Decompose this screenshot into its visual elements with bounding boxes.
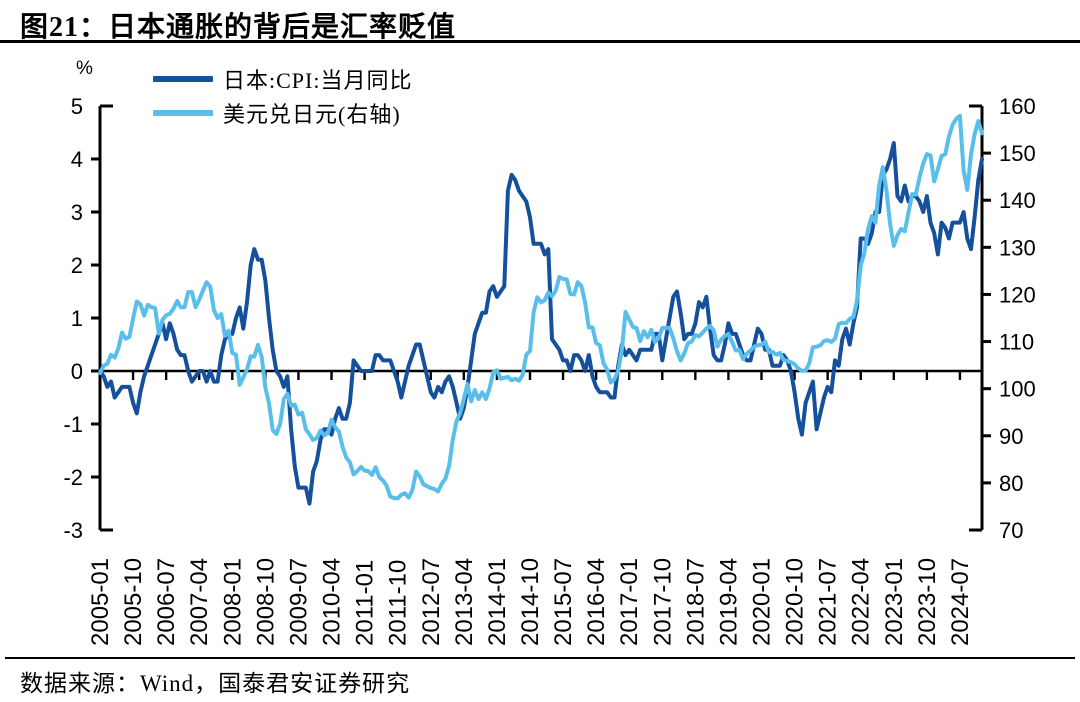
x-axis-label: 2012-07 [418,558,445,646]
left-axis-tick-label: -3 [63,518,83,543]
legend-swatch-usdjpy [153,110,213,116]
right-axis-tick-label: 110 [999,330,1034,355]
right-axis-tick-label: 80 [999,471,1023,496]
x-axis-label: 2005-10 [120,558,147,646]
x-axis-label: 2011-01 [352,560,379,646]
cpi-line [98,141,984,506]
x-axis-label: 2023-01 [881,558,908,646]
usdjpy-line [98,113,984,501]
x-axis-label: 2005-01 [87,558,114,646]
x-axis-label: 2008-01 [219,558,246,646]
left-axis-tick-label: 0 [71,359,83,384]
x-axis-label: 2022-04 [848,558,875,646]
x-axis-label: 2020-01 [749,558,776,646]
legend-item-usdjpy: 美元兑日元(右轴) [153,96,412,130]
right-axis-tick-label: 150 [999,141,1036,166]
x-axis-label: 2020-10 [782,558,809,646]
left-axis-unit-label: % [76,58,93,79]
x-axis-label: 2019-04 [715,558,742,646]
chart-legend: 日本:CPI:当月同比 美元兑日元(右轴) [153,62,412,130]
left-axis-tick-label: 3 [71,200,83,225]
x-axis-label: 2010-04 [319,558,346,646]
left-axis-tick-label: -1 [63,412,83,437]
x-axis-label: 2008-10 [252,558,279,646]
legend-item-cpi: 日本:CPI:当月同比 [153,62,412,96]
x-axis-label: 2014-01 [484,558,511,646]
left-axis-tick-label: 1 [71,306,83,331]
left-axis-tick-label: -2 [63,465,83,490]
x-axis-label: 2007-04 [186,558,213,646]
data-source: 数据来源：Wind，国泰君安证券研究 [20,671,411,696]
right-axis-tick-label: 120 [999,282,1036,307]
right-axis-tick-label: 100 [999,377,1036,402]
x-axis-label: 2014-10 [517,558,544,646]
x-axis-label: 2017-01 [616,558,643,646]
left-axis-tick-label: 4 [71,147,83,172]
right-axis-tick-label: 90 [999,424,1023,449]
x-axis-label: 2021-07 [815,558,842,646]
title-rule [0,40,1080,43]
legend-label-cpi: 日本:CPI:当月同比 [223,68,413,93]
x-axis-label: 2006-07 [153,558,180,646]
x-axis-label: 2024-07 [947,558,974,646]
x-axis-label: 2013-04 [451,558,478,646]
x-axis-label: 2009-07 [285,558,312,646]
right-axis-tick-label: 140 [999,188,1036,213]
right-axis-tick-label: 70 [999,518,1023,543]
figure-title: 图21：日本通胀的背后是汇率贬值 [20,12,457,43]
x-axis-label: 2023-10 [914,558,941,646]
source-rule [5,657,1075,659]
left-axis-tick-label: 5 [71,94,83,119]
legend-swatch-cpi [153,76,213,82]
x-axis-label: 2017-10 [649,558,676,646]
x-axis-label: 2011-10 [385,560,412,646]
x-axis-label: 2015-07 [550,558,577,646]
right-axis-tick-label: 130 [999,235,1036,260]
right-axis-tick-label: 160 [999,94,1036,119]
left-axis-tick-label: 2 [71,253,83,278]
legend-label-usdjpy: 美元兑日元(右轴) [223,102,401,127]
x-axis-label: 2016-04 [583,558,610,646]
x-axis-label: 2018-07 [682,558,709,646]
